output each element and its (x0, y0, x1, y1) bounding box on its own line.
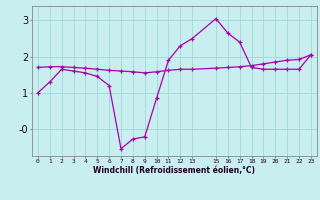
X-axis label: Windchill (Refroidissement éolien,°C): Windchill (Refroidissement éolien,°C) (93, 166, 255, 175)
